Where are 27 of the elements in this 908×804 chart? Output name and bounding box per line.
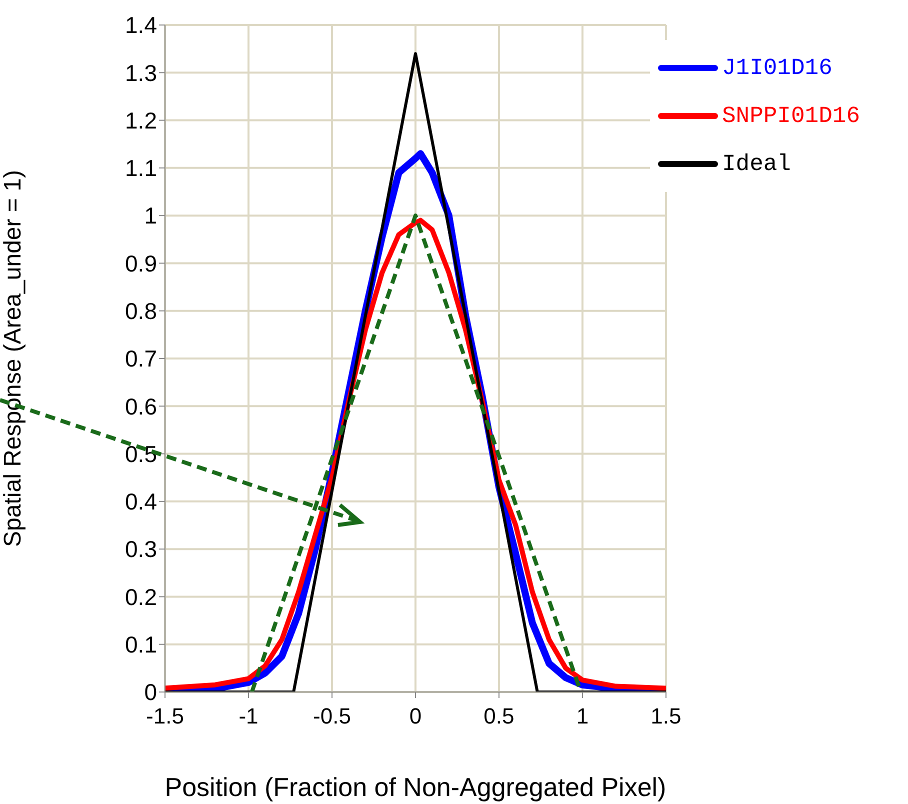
y-tick-label: 0.3 — [125, 536, 157, 562]
y-tick-label: 1.3 — [125, 60, 157, 86]
x-tick-label: -1 — [238, 704, 258, 729]
x-tick-label: -1.5 — [146, 704, 184, 729]
y-tick-label: 0.8 — [125, 298, 157, 324]
legend-label: Ideal — [722, 151, 791, 177]
y-tick-label: 0 — [144, 679, 157, 706]
y-axis-title: Spatial Response (Area_under = 1) — [0, 170, 27, 547]
y-tick-label: 0.1 — [125, 632, 157, 658]
y-tick-label: 0.5 — [125, 440, 157, 467]
y-tick-label: 1.1 — [125, 155, 157, 182]
x-tick-label: 1 — [576, 704, 589, 729]
y-tick-label: 1.4 — [125, 12, 158, 38]
y-tick-label: 0.4 — [125, 488, 158, 515]
x-axis-title: Position (Fraction of Non-Aggregated Pixel) — [164, 772, 666, 802]
x-tick-label: 0.5 — [484, 704, 514, 729]
x-tick-label: -0.5 — [313, 704, 351, 729]
y-tick-label: 0.2 — [125, 584, 157, 610]
x-tick-label: 0 — [409, 704, 422, 729]
y-tick-label: 0.7 — [125, 346, 157, 372]
y-tick-label: 1 — [144, 202, 157, 229]
y-tick-label: 0.6 — [125, 393, 157, 420]
x-tick-label: 1.5 — [650, 704, 682, 729]
y-tick-label: 1.2 — [125, 107, 157, 134]
legend-label: J1I01D16 — [722, 55, 832, 81]
y-tick-label: 0.9 — [125, 250, 157, 276]
legend-label: SNPPI01D16 — [722, 103, 860, 129]
